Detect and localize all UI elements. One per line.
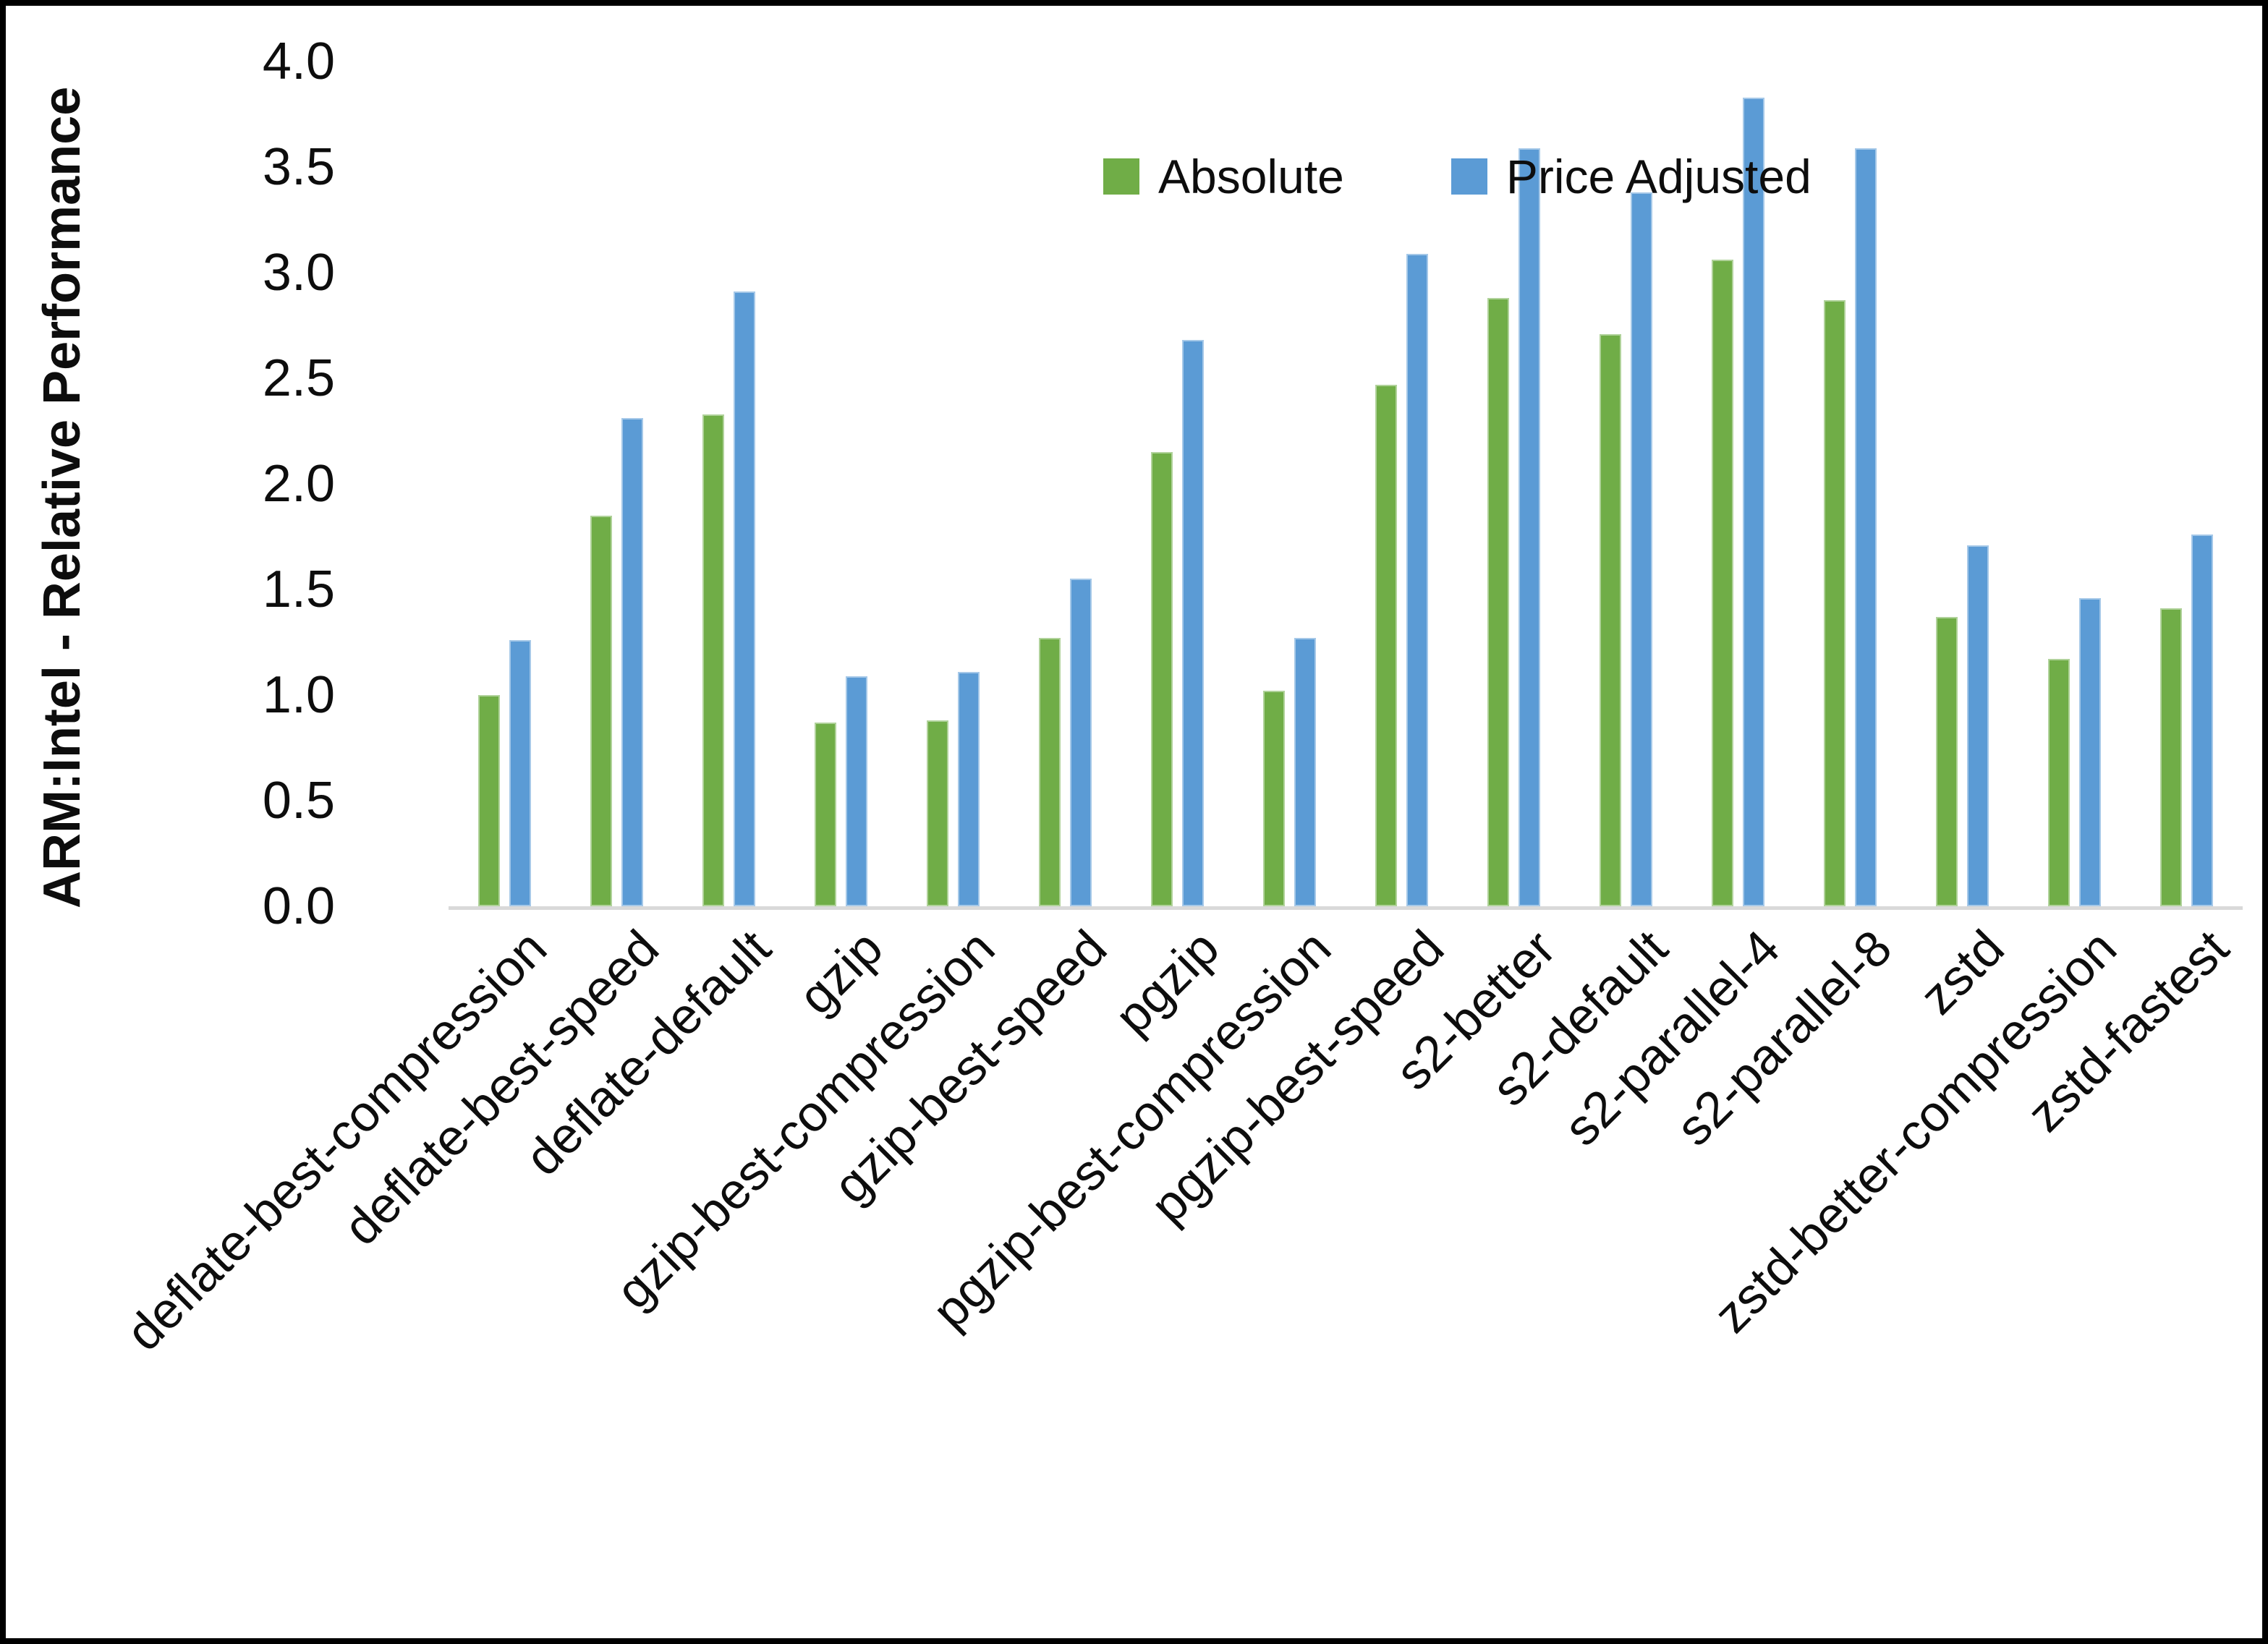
bar-group-zstd-better-compression [2018, 61, 2131, 906]
legend-item-absolute: Absolute [1103, 153, 1344, 200]
bar-group-gzip-best-speed [1009, 61, 1121, 906]
y-tick-3.0: 3.0 [262, 244, 335, 302]
bar-price-adjusted-s2-parallel-4 [1743, 97, 1764, 906]
y-tick-0.5: 0.5 [262, 772, 335, 830]
bar-group-pgzip-best-compression [1233, 61, 1346, 906]
y-tick-1.0: 1.0 [262, 666, 335, 724]
bar-price-adjusted-s2-better [1519, 148, 1540, 906]
y-tick-3.5: 3.5 [262, 138, 335, 196]
bar-price-adjusted-zstd-fastest [2191, 534, 2213, 906]
bar-groups [449, 61, 2243, 906]
bar-price-adjusted-pgzip-best-speed [1406, 253, 1428, 906]
y-tick-4.0: 4.0 [262, 33, 335, 90]
legend-label-price-adjusted: Price Adjusted [1505, 150, 1812, 203]
bar-group-deflate-best-speed [561, 61, 673, 906]
bar-absolute-s2-default [1600, 333, 1621, 906]
bar-absolute-gzip-best-compression [927, 720, 948, 906]
y-tick-2.0: 2.0 [262, 455, 335, 513]
bar-group-deflate-default [673, 61, 785, 906]
bar-absolute-s2-parallel-4 [1712, 260, 1733, 906]
bar-group-gzip-best-compression [897, 61, 1009, 906]
bar-group-zstd-fastest [2131, 61, 2243, 906]
bar-price-adjusted-deflate-best-speed [621, 418, 643, 906]
legend-item-price-adjusted: Price Adjusted [1451, 153, 1812, 200]
bar-absolute-zstd [1936, 616, 1958, 906]
bar-price-adjusted-deflate-default [734, 291, 755, 906]
x-axis-tick-labels: deflate-best-compression deflate-best-spe… [115, 910, 2243, 1633]
legend-label-absolute: Absolute [1158, 150, 1344, 203]
bar-group-zstd [1906, 61, 2018, 906]
bar-absolute-s2-better [1487, 298, 1509, 906]
plot-area: Absolute Price Adjusted [449, 61, 2243, 910]
bar-group-s2-better [1458, 61, 1570, 906]
bar-absolute-zstd-fastest [2160, 608, 2182, 906]
bar-price-adjusted-zstd [1967, 545, 1989, 906]
bar-group-s2-parallel-8 [1794, 61, 1906, 906]
bar-group-gzip [785, 61, 897, 906]
bar-price-adjusted-gzip-best-compression [958, 671, 980, 906]
bar-price-adjusted-s2-parallel-8 [1855, 148, 1877, 906]
bar-price-adjusted-zstd-better-compression [2079, 597, 2101, 906]
x-label-deflate-best-compression: deflate-best-compression [114, 919, 557, 1362]
legend-swatch-price-adjusted [1451, 158, 1487, 195]
bar-price-adjusted-pgzip-best-compression [1294, 638, 1316, 906]
legend: Absolute Price Adjusted [1103, 153, 1812, 200]
bar-price-adjusted-pgzip [1182, 340, 1204, 906]
bar-group-pgzip [1121, 61, 1233, 906]
bar-price-adjusted-deflate-best-compression [509, 640, 531, 906]
bar-absolute-pgzip [1151, 452, 1173, 906]
bar-absolute-pgzip-best-speed [1375, 384, 1397, 906]
bar-absolute-deflate-default [702, 414, 724, 906]
bar-price-adjusted-gzip-best-speed [1070, 579, 1092, 906]
bar-group-s2-parallel-4 [1682, 61, 1794, 906]
bar-absolute-deflate-best-compression [478, 695, 500, 906]
y-tick-0.0: 0.0 [262, 877, 335, 935]
bar-group-pgzip-best-speed [1346, 61, 1458, 906]
y-tick-2.5: 2.5 [262, 349, 335, 407]
bar-absolute-gzip [815, 722, 836, 906]
bar-absolute-deflate-best-speed [590, 515, 612, 906]
bar-group-s2-default [1570, 61, 1682, 906]
y-tick-1.5: 1.5 [262, 561, 335, 618]
bar-absolute-s2-parallel-8 [1824, 299, 1846, 906]
bar-absolute-pgzip-best-compression [1263, 691, 1285, 906]
bar-absolute-zstd-better-compression [2048, 659, 2070, 906]
bar-group-deflate-best-compression [449, 61, 561, 906]
y-axis-tick-labels: 4.0 3.5 3.0 2.5 2.0 1.5 1.0 0.5 0.0 [6, 35, 335, 932]
bar-price-adjusted-gzip [846, 676, 867, 906]
bar-price-adjusted-s2-default [1631, 192, 1652, 906]
legend-swatch-absolute [1103, 158, 1139, 195]
bar-absolute-gzip-best-speed [1039, 638, 1061, 906]
